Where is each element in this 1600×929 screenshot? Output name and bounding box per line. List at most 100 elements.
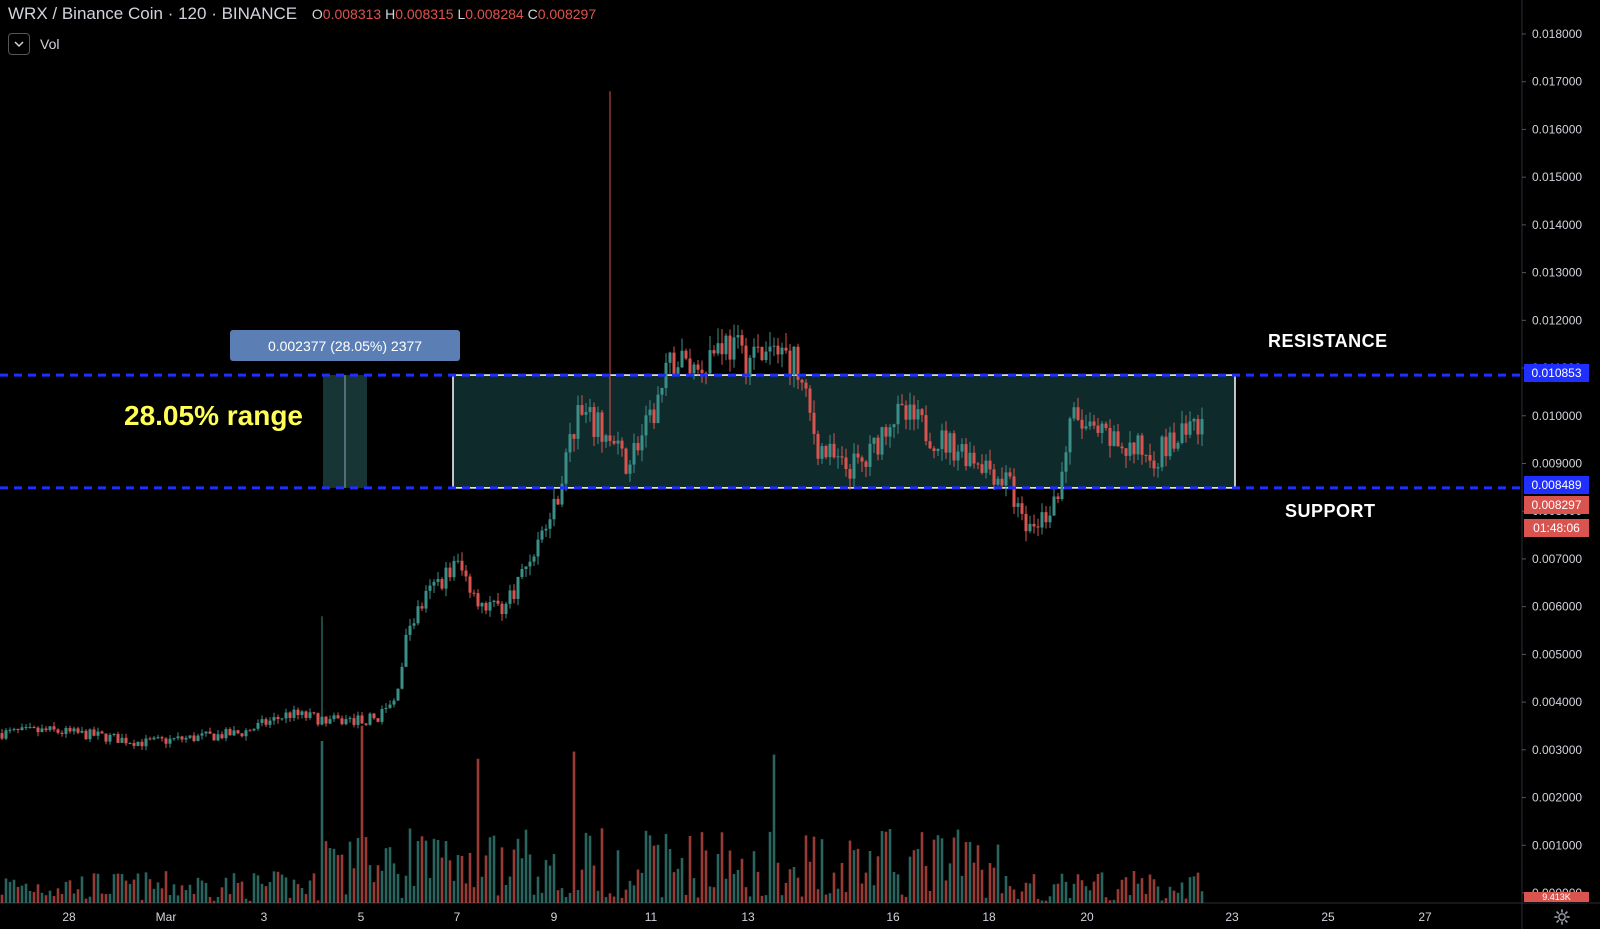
volume-bar (976, 845, 980, 903)
candle-body (356, 715, 360, 725)
candle-body (1120, 446, 1124, 449)
candle-body (96, 731, 100, 736)
volume-bar (936, 835, 940, 903)
volume-bar (696, 897, 700, 903)
volume-bar (1028, 883, 1032, 903)
volume-bar (912, 850, 916, 903)
candle-body (856, 453, 860, 458)
volume-bar (1100, 872, 1104, 903)
volume-bar (312, 873, 316, 903)
candle-body (444, 567, 448, 589)
candle-body (884, 427, 888, 437)
candle-body (988, 460, 992, 470)
gear-icon[interactable] (1553, 908, 1571, 926)
candle-body (112, 734, 116, 736)
x-tick-label: 28 (62, 910, 76, 924)
volume-bar (992, 867, 996, 903)
candle-body (128, 743, 132, 745)
candle-body (0, 733, 4, 739)
volume-bar (836, 888, 840, 903)
collapse-button[interactable] (8, 33, 30, 55)
candle-body (1048, 515, 1052, 523)
volume-bar (56, 888, 60, 903)
volume-bar (460, 855, 464, 903)
volume-bar (1036, 898, 1040, 903)
volume-bar (580, 869, 584, 903)
volume-bar (688, 835, 692, 903)
volume-bar (748, 896, 752, 903)
x-tick-label: 18 (982, 910, 996, 924)
volume-bar (1064, 881, 1068, 903)
x-tick-label: 23 (1225, 910, 1239, 924)
volume-bar (968, 841, 972, 903)
candle-body (712, 350, 716, 354)
candle-body (80, 730, 84, 733)
volume-bar (264, 886, 268, 903)
volume-bar (456, 855, 460, 903)
volume-bar (980, 869, 984, 903)
candle-body (256, 722, 260, 729)
volume-bar (872, 885, 876, 903)
candle-body (824, 446, 828, 458)
volume-bar (624, 889, 628, 903)
candle-body (288, 712, 292, 718)
volume-bar (640, 872, 644, 903)
volume-bar (492, 835, 496, 903)
volume-bar (480, 876, 484, 903)
open-value: 0.008313 (322, 6, 382, 22)
volume-bar (964, 842, 968, 903)
volume-bar (776, 862, 780, 903)
candle-body (188, 735, 192, 738)
volume-bar (576, 889, 580, 903)
candle-body (692, 364, 696, 374)
candle-body (528, 561, 532, 567)
volume-bar (324, 841, 328, 903)
volume-bar (784, 882, 788, 903)
candle-body (880, 427, 884, 455)
candle-body (32, 726, 36, 728)
volume-bar (204, 882, 208, 903)
volume-bar (248, 900, 252, 903)
volume-bar (1144, 893, 1148, 903)
volume-bar (1040, 900, 1044, 903)
candle-body (360, 715, 364, 724)
candle-body (1084, 426, 1088, 429)
volume-bar (40, 892, 44, 903)
resistance-label: RESISTANCE (1268, 331, 1388, 351)
candle-body (524, 566, 528, 570)
volume-bar (1176, 892, 1180, 903)
volume-bar (1072, 883, 1076, 903)
volume-bar (904, 897, 908, 903)
candle-body (572, 434, 576, 439)
volume-bar (296, 884, 300, 903)
chart-header: WRX / Binance Coin · 120 · BINANCE O0.00… (8, 4, 597, 23)
candle-body (220, 734, 224, 739)
volume-bar (1104, 897, 1108, 903)
candle-body (1056, 496, 1060, 500)
volume-bar (1108, 900, 1112, 903)
candle-body (300, 711, 304, 715)
volume-bar (760, 895, 764, 903)
volume-bar (848, 840, 852, 903)
volume-bar (164, 871, 168, 903)
volume-bar (420, 836, 424, 903)
volume-bar (224, 877, 228, 903)
volume-bar (236, 882, 240, 903)
volume-bar (660, 897, 664, 903)
volume-bar (804, 835, 808, 903)
candle-body (1028, 523, 1032, 532)
candle-body (1064, 452, 1068, 472)
volume-bar (168, 895, 172, 903)
candle-body (908, 404, 912, 420)
ohlc-values: O0.008313 H0.008315 L0.008284 C0.008297 (311, 6, 597, 22)
volume-bar (240, 881, 244, 903)
low-value: 0.008284 (465, 6, 524, 22)
candle-body (200, 733, 204, 736)
volume-bar (708, 886, 712, 903)
volume-bar (1060, 873, 1064, 903)
volume-bar (436, 839, 440, 903)
volume-bar (464, 883, 468, 903)
candle-body (480, 602, 484, 607)
candle-body (1164, 436, 1168, 457)
